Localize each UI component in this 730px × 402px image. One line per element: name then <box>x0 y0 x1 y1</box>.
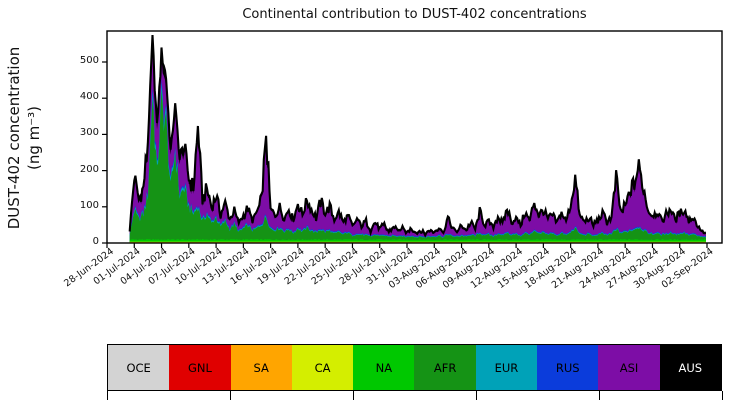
legend-label: ASI <box>619 360 639 375</box>
legend-label: AUS <box>678 360 703 375</box>
legend-axis-tick <box>599 391 601 400</box>
legend-label: EUR <box>494 360 519 375</box>
legend-axis-tick <box>353 391 355 400</box>
y-tick-label: 200 <box>79 163 99 175</box>
legend-item-na: NA <box>353 345 415 390</box>
y-tick-label: 0 <box>92 236 99 247</box>
legend-item-rus: RUS <box>537 345 599 390</box>
legend-item-gnl: GNL <box>169 345 231 390</box>
legend: OCE GNL SA CA NA AFR EUR RUS ASI AUS <box>107 344 722 391</box>
y-tick-label: 100 <box>79 199 99 211</box>
legend-item-eur: EUR <box>475 345 538 390</box>
axes-frame <box>106 30 723 244</box>
legend-axis-tick <box>722 391 724 400</box>
legend-item-asi: ASI <box>598 345 660 390</box>
legend-item-sa: SA <box>230 345 292 390</box>
legend-label: GNL <box>187 360 212 375</box>
legend-item-aus: AUS <box>659 345 721 390</box>
y-tick-label: 300 <box>79 127 99 139</box>
legend-axis-tick <box>476 391 478 400</box>
legend-axis-tick <box>230 391 232 400</box>
total-line <box>128 35 706 238</box>
y-tick-label: 500 <box>79 55 99 66</box>
chart-title: Continental contribution to DUST-402 con… <box>242 7 587 22</box>
y-tick-label: 400 <box>79 91 99 103</box>
legend-label: AFR <box>433 360 457 375</box>
legend-item-ca: CA <box>291 345 354 390</box>
legend-label: OCE <box>126 360 151 375</box>
legend-item-oce: OCE <box>108 345 170 390</box>
legend-item-afr: AFR <box>414 345 476 390</box>
legend-label: CA <box>314 360 331 375</box>
legend-label: RUS <box>555 360 580 375</box>
legend-axis-tick <box>107 391 109 400</box>
legend-label: SA <box>253 360 269 375</box>
legend-label: NA <box>375 360 393 375</box>
